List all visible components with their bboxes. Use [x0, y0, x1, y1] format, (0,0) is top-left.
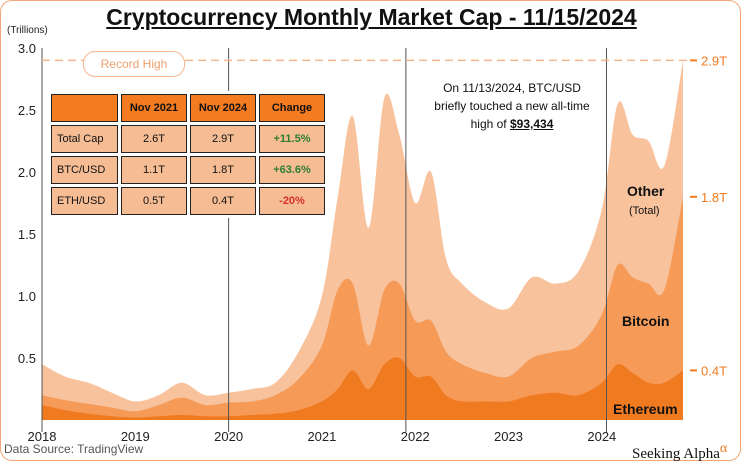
cell-nov2024: 0.4T [190, 187, 256, 215]
table-row: BTC/USD 1.1T 1.8T +63.6% [51, 156, 325, 184]
header-cell: Nov 2024 [190, 94, 256, 122]
header-cell [51, 94, 118, 122]
area-other [42, 60, 683, 421]
row-label: ETH/USD [51, 187, 118, 215]
brand-alpha-mark: α [719, 441, 728, 456]
right-tick-labels: 2.9T 1.8T 0.4T [690, 53, 727, 378]
row-label: Total Cap [51, 125, 118, 153]
record-high-label: Record High [83, 51, 185, 77]
x-tick-label: 2020 [214, 429, 243, 444]
x-tick-label: 2021 [307, 429, 336, 444]
annotation-text: On 11/13/2024, BTC/USD briefly touched a… [434, 81, 590, 131]
area-layers [42, 60, 683, 421]
y-tick-label: 1.0 [18, 289, 36, 304]
cell-change: -20% [259, 187, 325, 215]
x-tick-label: 2018 [28, 429, 57, 444]
brand-name: Seeking Alpha [632, 446, 720, 462]
header-cell: Nov 2021 [121, 94, 187, 122]
cell-change: +63.6% [259, 156, 325, 184]
cell-nov2021: 2.6T [121, 125, 187, 153]
cell-nov2024: 1.8T [190, 156, 256, 184]
y-tick-label: 0.5 [18, 351, 36, 366]
y-axis-units: (Trillions) [7, 25, 48, 36]
y-tick-labels: 0.5 1.0 1.5 2.0 2.5 3.0 [18, 41, 36, 366]
y-tick-label: 3.0 [18, 41, 36, 56]
other-layer-sublabel: (Total) [629, 205, 660, 217]
ethereum-layer-label: Ethereum [613, 401, 678, 417]
bitcoin-layer-label: Bitcoin [622, 313, 670, 329]
area-ethereum [42, 357, 683, 420]
y-tick-label: 2.5 [18, 103, 36, 118]
x-tick-label: 2022 [401, 429, 430, 444]
x-tick-labels: 2018 2019 2020 2021 2022 2023 2024 [28, 429, 617, 444]
row-label: BTC/USD [51, 156, 118, 184]
x-tick-label: 2023 [494, 429, 523, 444]
chart-title: Cryptocurrency Monthly Market Cap - 11/1… [106, 4, 637, 30]
cell-nov2024: 2.9T [190, 125, 256, 153]
header-cell: Change [259, 94, 325, 122]
cell-nov2021: 0.5T [121, 187, 187, 215]
annotation-price: $93,434 [509, 117, 554, 131]
annotation-note: On 11/13/2024, BTC/USD briefly touched a… [426, 79, 598, 133]
right-tick-label: 1.8T [701, 190, 727, 205]
right-tick-label: 0.4T [701, 363, 727, 378]
summary-table: Nov 2021 Nov 2024 Change Total Cap 2.6T … [48, 91, 328, 218]
y-tick-label: 1.5 [18, 227, 36, 242]
right-tick-label: 2.9T [701, 53, 727, 68]
x-tick-label: 2019 [121, 429, 150, 444]
data-source: Data Source: TradingView [4, 442, 144, 456]
summary-table-header: Nov 2021 Nov 2024 Change [51, 94, 325, 122]
y-tick-label: 2.0 [18, 165, 36, 180]
table-row: ETH/USD 0.5T 0.4T -20% [51, 187, 325, 215]
cell-nov2021: 1.1T [121, 156, 187, 184]
other-layer-label: Other [627, 183, 665, 199]
x-tick-label: 2024 [587, 429, 616, 444]
table-row: Total Cap 2.6T 2.9T +11.5% [51, 125, 325, 153]
brand-logo: Seeking Alphaα [632, 441, 727, 463]
cell-change: +11.5% [259, 125, 325, 153]
